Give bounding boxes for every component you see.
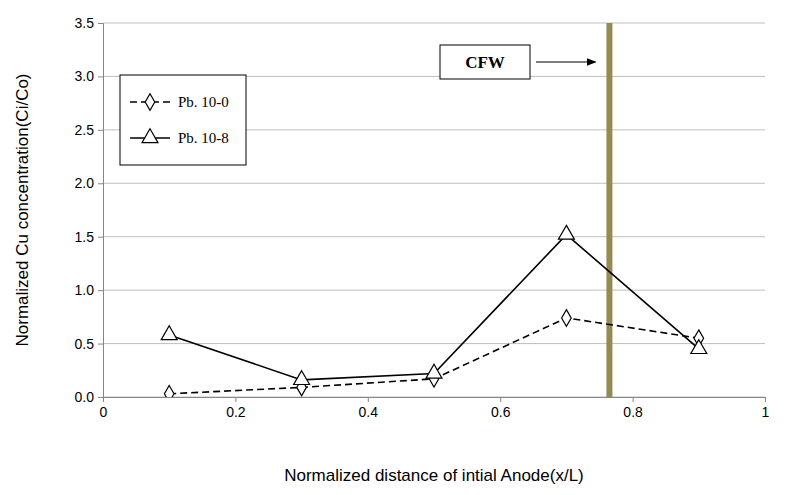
x-axis: 0 0.2 0.4 0.6 0.8 1 xyxy=(100,397,770,420)
grid-line xyxy=(103,343,765,344)
y-tick-label: 1.5 xyxy=(75,229,95,245)
x-tick-mark xyxy=(500,397,501,402)
x-tick-label: 0.8 xyxy=(623,404,643,420)
y-tick-mark xyxy=(98,183,103,184)
y-tick-mark xyxy=(98,23,103,24)
y-tick-label: 2.0 xyxy=(75,175,95,191)
series-marker xyxy=(294,371,310,385)
y-tick-mark xyxy=(98,130,103,131)
x-axis-title: Normalized distance of intial Anode(x/L) xyxy=(284,466,584,485)
annotation-arrow xyxy=(536,61,595,62)
series-marker xyxy=(691,340,707,354)
x-tick: 0.8 xyxy=(623,397,643,420)
x-tick-label: 0.6 xyxy=(491,404,511,420)
y-tick-label: 0.0 xyxy=(75,389,95,405)
series-marker xyxy=(562,310,572,327)
y-tick-label: 3.5 xyxy=(75,15,95,31)
grid xyxy=(103,23,765,397)
x-tick-label: 0.2 xyxy=(226,404,246,420)
y-axis: 0.0 0.5 1.0 1.5 2.0 2.5 3.0 3.5 xyxy=(75,15,104,405)
x-tick-mark xyxy=(765,397,766,402)
grid-line xyxy=(103,23,765,24)
legend-label: Pb. 10-0 xyxy=(178,94,229,110)
annotation-box xyxy=(440,45,530,79)
x-tick-label: 0 xyxy=(100,404,108,420)
x-tick-mark xyxy=(368,397,369,402)
y-tick-label: 2.5 xyxy=(75,122,95,138)
y-axis-title: Normalized Cu concentration(Ci/Co) xyxy=(13,73,32,346)
y-tick: 1.0 xyxy=(75,282,103,298)
x-tick-label: 1 xyxy=(762,404,770,420)
series-marker xyxy=(164,385,174,397)
x-tick-mark xyxy=(103,397,104,402)
y-tick: 3.5 xyxy=(75,15,103,31)
y-tick: 1.5 xyxy=(75,229,103,245)
series-line xyxy=(169,318,699,394)
y-tick-label: 1.0 xyxy=(75,282,95,298)
chart: 0.0 0.5 1.0 1.5 2.0 2.5 3.0 3.5 0 0.2 0.4 0.6 0.8 1 No… xyxy=(0,0,792,495)
plot-area xyxy=(161,225,707,397)
x-tick: 1 xyxy=(762,397,770,420)
annotation-label: CFW xyxy=(465,53,505,72)
y-tick: 2.5 xyxy=(75,122,103,138)
annotation-layer xyxy=(606,23,612,397)
y-tick-label: 0.5 xyxy=(75,336,95,352)
legend-label: Pb. 10-8 xyxy=(178,130,229,146)
x-axis-line xyxy=(104,398,766,403)
y-tick: 2.0 xyxy=(75,175,103,191)
legend: Pb. 10-0 Pb. 10-8 xyxy=(120,75,246,165)
x-tick-mark xyxy=(235,397,236,402)
y-tick-mark xyxy=(98,76,103,77)
y-tick: 3.0 xyxy=(75,68,103,84)
y-tick: 0.0 xyxy=(75,389,103,405)
x-tick-mark xyxy=(633,397,634,402)
x-tick: 0.4 xyxy=(359,397,379,420)
grid-line xyxy=(103,236,765,237)
legend-marker xyxy=(145,94,155,111)
grid-line xyxy=(103,290,765,291)
series-marker xyxy=(426,364,442,378)
cfw-band xyxy=(606,23,612,397)
y-tick-mark xyxy=(98,237,103,238)
x-tick: 0.6 xyxy=(491,397,511,420)
series-marker xyxy=(161,326,177,340)
y-tick: 0.5 xyxy=(75,336,103,352)
series-line xyxy=(169,235,699,380)
legend-box xyxy=(120,75,246,165)
x-tick: 0.2 xyxy=(226,397,246,420)
x-tick-label: 0.4 xyxy=(359,404,379,420)
y-tick-label: 3.0 xyxy=(75,68,95,84)
x-tick: 0 xyxy=(100,397,108,420)
y-axis-line xyxy=(98,24,104,398)
y-tick-mark xyxy=(98,397,103,398)
y-tick-mark xyxy=(98,290,103,291)
grid-line xyxy=(103,183,765,184)
legend-marker xyxy=(142,129,158,143)
y-tick-mark xyxy=(98,344,103,345)
annotation: CFW xyxy=(440,45,595,79)
series-marker xyxy=(558,225,574,239)
